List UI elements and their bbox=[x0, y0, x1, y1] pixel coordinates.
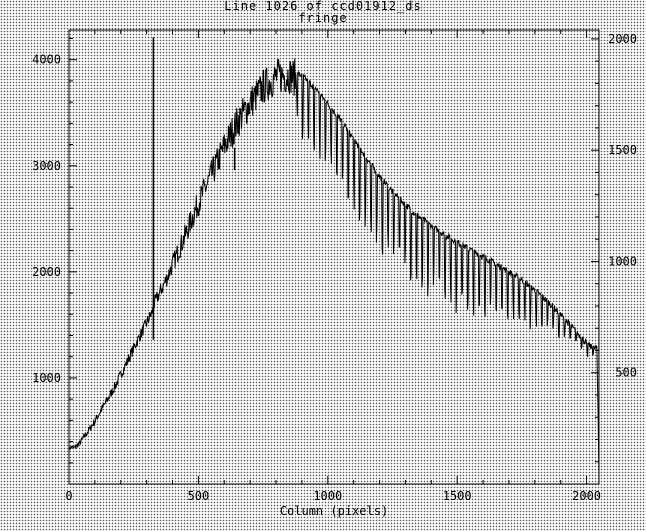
x-tick-label: 1000 bbox=[313, 489, 342, 503]
y-tick-label: 4000 bbox=[32, 53, 61, 67]
y-tick-label: 2000 bbox=[32, 265, 61, 279]
chart-subtitle: fringe bbox=[298, 11, 348, 25]
chart-title: Line 1026 of ccd01912_ds bbox=[224, 0, 422, 13]
y2-tick-label: 2000 bbox=[608, 32, 637, 46]
y2-tick-label: 500 bbox=[615, 366, 637, 380]
y-tick-label: 3000 bbox=[32, 159, 61, 173]
x-tick-label: 2000 bbox=[572, 489, 601, 503]
data-series-line bbox=[68, 58, 600, 473]
x-tick-label: 0 bbox=[65, 489, 72, 503]
y-tick-label: 1000 bbox=[32, 371, 61, 385]
x-axis-label: Column (pixels) bbox=[280, 504, 388, 518]
x-tick-label: 500 bbox=[188, 489, 210, 503]
plot-frame bbox=[68, 29, 600, 485]
x-tick-label: 1500 bbox=[443, 489, 472, 503]
y2-tick-label: 1000 bbox=[608, 254, 637, 268]
y2-tick-label: 1500 bbox=[608, 143, 637, 157]
